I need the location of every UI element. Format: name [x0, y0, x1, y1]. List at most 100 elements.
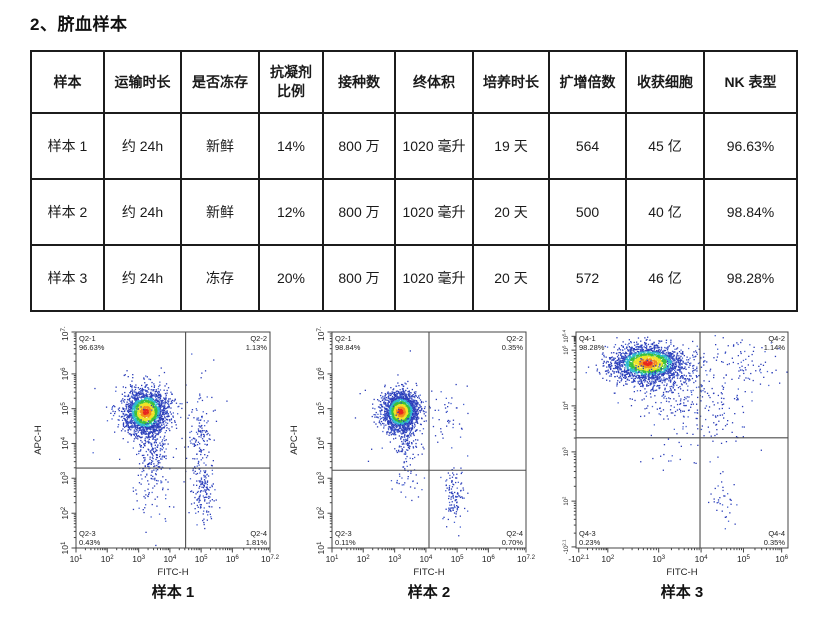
table-cell: 800 万 — [322, 178, 396, 246]
axis-tick-label: 102 — [562, 496, 570, 506]
table-cell: 14% — [258, 112, 324, 180]
table-cell: 572 — [548, 244, 627, 312]
axis-tick-label: 102 — [316, 506, 326, 519]
svg-text:0.43%: 0.43% — [79, 538, 101, 547]
axis-tick-label: 105 — [195, 554, 208, 564]
svg-text:Q2-2: Q2-2 — [250, 334, 267, 343]
quadrant-gate-lines — [576, 332, 788, 548]
axis-tick-label: 103 — [132, 554, 145, 564]
quadrant-gate-lines — [76, 332, 270, 548]
table-cell: 约 24h — [103, 244, 182, 312]
table-cell: 20 天 — [472, 178, 550, 246]
table-cell: 800 万 — [322, 244, 396, 312]
table-cell: 样本 1 — [30, 112, 105, 180]
table-cell: 500 — [548, 178, 627, 246]
header-cell-sample: 样本 — [30, 50, 105, 114]
scatter-points — [92, 353, 228, 547]
header-cell-expansion-fold: 扩增倍数 — [548, 50, 627, 114]
table-cell: 1020 毫升 — [394, 178, 474, 246]
table-cell: 20% — [258, 244, 324, 312]
table-cell: 40 亿 — [625, 178, 705, 246]
document-page: 2、脐血样本 样本 运输时长 是否冻存 抗凝剂 比例 接种数 终体积 培养时长 … — [30, 15, 798, 602]
page-title: 2、脐血样本 — [30, 15, 128, 34]
sample-data-table: 样本 运输时长 是否冻存 抗凝剂 比例 接种数 终体积 培养时长 扩增倍数 收获… — [30, 50, 798, 312]
flow-plots-row: 101 102 103 104 105 106 107.2 101 102 103 104 105 10… — [30, 326, 796, 602]
table-cell: 800 万 — [322, 112, 396, 180]
quadrant-label: Q2-40.70% — [502, 529, 524, 547]
table-row: 样本 3 约 24h 冻存 20% 800 万 1020 毫升 20 天 572… — [30, 244, 798, 312]
x-axis-title: FITC-H — [157, 567, 188, 578]
svg-text:96.63%: 96.63% — [79, 343, 105, 352]
svg-text:Q2-4: Q2-4 — [250, 529, 267, 538]
table-cell: 98.84% — [703, 178, 798, 246]
axis-tick-label: 107.2 — [60, 326, 70, 341]
table-cell: 20 天 — [472, 244, 550, 312]
axis-tick-label: 101 — [326, 554, 339, 564]
axis-tick-label: 105 — [60, 402, 70, 415]
table-cell: 样本 3 — [30, 244, 105, 312]
table-cell: 46 亿 — [625, 244, 705, 312]
table-cell: 98.28% — [703, 244, 798, 312]
axis-tick-label: 103 — [316, 471, 326, 484]
svg-text:1.81%: 1.81% — [246, 538, 268, 547]
axis-tick-label: 103 — [562, 447, 570, 457]
plot-caption: 样本 2 — [407, 584, 451, 601]
quadrant-gate-lines — [332, 332, 526, 548]
table-cell: 约 24h — [103, 112, 182, 180]
svg-text:Q2-3: Q2-3 — [79, 529, 96, 538]
axis-ticks — [71, 331, 271, 553]
table-cell: 样本 2 — [30, 178, 105, 246]
header-cell-seeding-count: 接种数 — [322, 50, 396, 114]
axis-tick-label: -102.1 — [568, 554, 589, 564]
table-cell: 1020 毫升 — [394, 112, 474, 180]
plot-border — [575, 331, 789, 549]
table-cell: 新鲜 — [180, 112, 260, 180]
header-cell-harvested-cells: 收获细胞 — [625, 50, 705, 114]
axis-tick-label: 104 — [419, 554, 432, 564]
y-axis-title: APC-H — [33, 425, 44, 455]
header-cell-transport-time: 运输时长 — [103, 50, 182, 114]
table-cell: 约 24h — [103, 178, 182, 246]
axis-ticks — [327, 331, 527, 553]
axis-tick-label: 107.2 — [316, 326, 326, 341]
scatter-points — [354, 350, 469, 537]
axis-tick-label: 104 — [163, 554, 176, 564]
header-cell-anticoagulant-ratio: 抗凝剂 比例 — [258, 50, 324, 114]
x-axis-title: FITC-H — [413, 567, 444, 578]
axis-tick-label: 102 — [357, 554, 370, 564]
axis-ticks — [571, 335, 783, 553]
axis-tick-label: 101 — [60, 541, 70, 554]
axis-tick-label: 102 — [60, 506, 70, 519]
axis-tick-label: 107.2 — [261, 554, 280, 564]
quadrant-label: Q4-198.28% — [579, 334, 605, 352]
table-cell: 新鲜 — [180, 178, 260, 246]
axis-tick-label: 105 — [737, 554, 750, 564]
axis-tick-label: 105.4 — [562, 329, 570, 342]
axis-tick-label: 101 — [316, 541, 326, 554]
y-axis-title: APC-H — [289, 425, 300, 455]
quadrant-label: Q2-41.81% — [246, 529, 268, 547]
quadrant-label: Q4-21.14% — [764, 334, 786, 352]
flow-plot-figure-sample-1: 101 102 103 104 105 106 107.2 101 102 103 104 105 10… — [30, 326, 284, 602]
axis-tick-label: 101 — [70, 554, 83, 564]
table-header-row: 样本 运输时长 是否冻存 抗凝剂 比例 接种数 终体积 培养时长 扩增倍数 收获… — [30, 50, 798, 114]
axis-tick-label: 104 — [60, 436, 70, 449]
quadrant-label: Q4-40.35% — [764, 529, 786, 547]
quadrant-label: Q2-198.84% — [335, 334, 361, 352]
header-cell-frozen: 是否冻存 — [180, 50, 260, 114]
axis-tick-label: 103 — [388, 554, 401, 564]
table-cell: 45 亿 — [625, 112, 705, 180]
axis-tick-label: 106 — [60, 367, 70, 380]
axis-tick-label: 106 — [226, 554, 239, 564]
axis-tick-label: 106 — [316, 367, 326, 380]
svg-text:Q2-1: Q2-1 — [79, 334, 96, 343]
axis-tick-label: 106 — [482, 554, 495, 564]
plot-caption: 样本 1 — [151, 584, 195, 601]
flow-plot-figure-sample-3: -102.1 102 103 104 105 106 105.4 105 104 103 102 -1… — [542, 326, 796, 602]
quadrant-label: Q2-30.43% — [79, 529, 101, 547]
table-cell: 12% — [258, 178, 324, 246]
axis-tick-label: 104 — [695, 554, 708, 564]
axis-tick-label: -102.1 — [562, 539, 570, 554]
flow-plot-figure-sample-2: 101 102 103 104 105 106 107.2 101 102 103 104 105 10… — [286, 326, 540, 602]
table-cell: 1020 毫升 — [394, 244, 474, 312]
